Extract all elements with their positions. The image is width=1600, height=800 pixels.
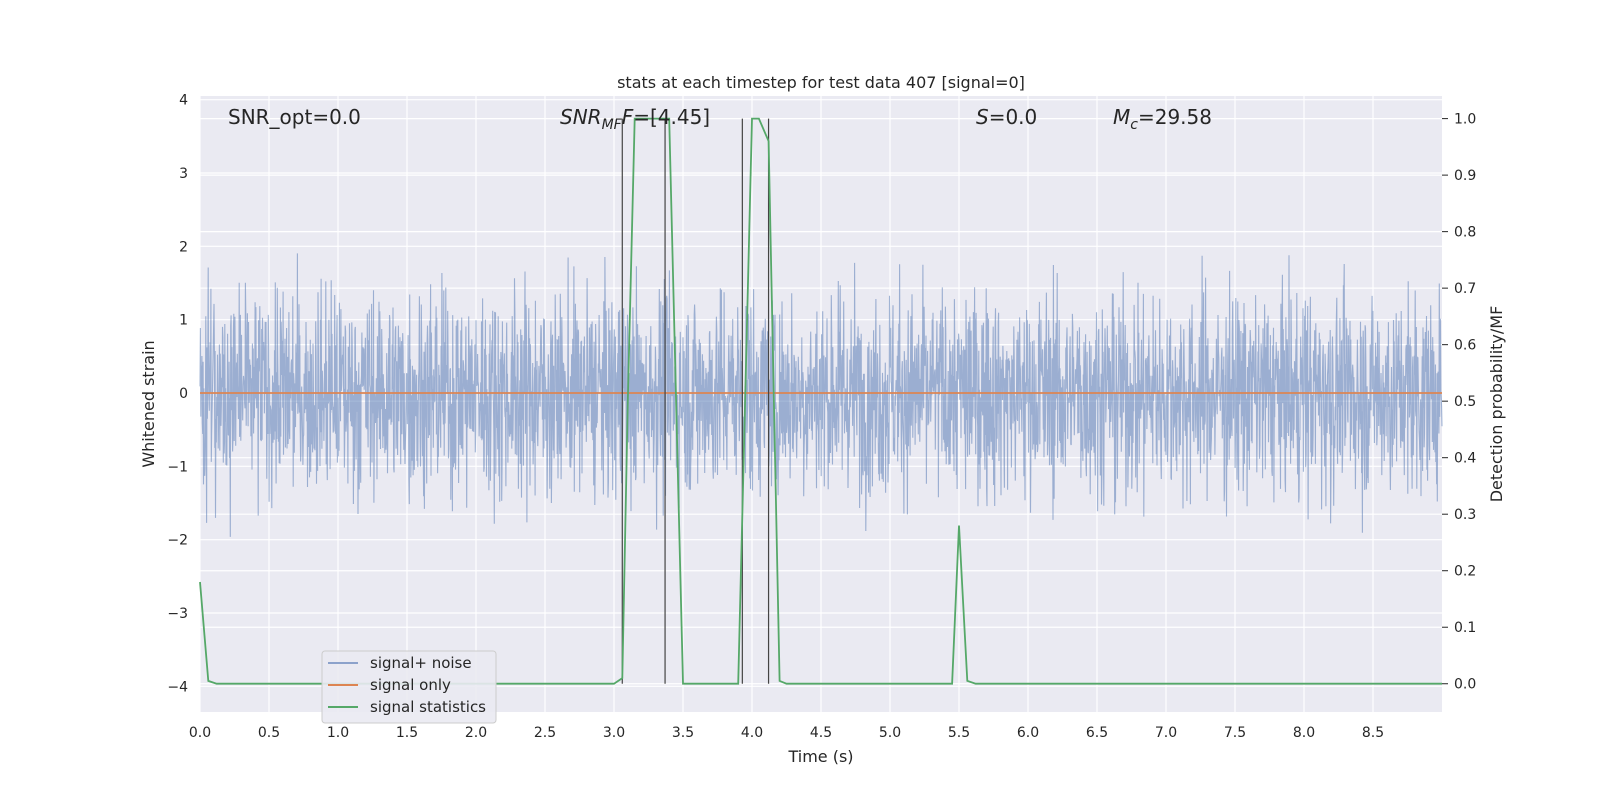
- y-left-tick-label-7: −3: [167, 606, 188, 622]
- series-signal-statistics: [199, 117, 1442, 685]
- x-tick-label-17: 8.5: [1362, 725, 1384, 741]
- x-tick-label-14: 7.0: [1155, 725, 1177, 741]
- x-tick-label-2: 1.0: [327, 725, 349, 741]
- x-tick-label-6: 3.0: [603, 725, 625, 741]
- y-right-tick-label-9: 0.1: [1454, 620, 1476, 636]
- y-left-tick-label-3: 1: [179, 313, 188, 329]
- x-tick-label-0: 0.0: [189, 725, 211, 741]
- x-tick-label-10: 5.0: [879, 725, 901, 741]
- y-right-tick-label-5: 0.5: [1454, 394, 1476, 410]
- annotation-snr-opt: SNR_opt=0.0: [228, 105, 361, 129]
- y-left-tick-label-1: 3: [179, 166, 188, 182]
- y-left-axis-label: Whitened strain: [139, 340, 158, 467]
- legend-box: [321, 650, 497, 724]
- y-right-axis-label: Detection probability/MF: [1487, 306, 1506, 503]
- x-tick-label-12: 6.0: [1017, 725, 1039, 741]
- y-right-tick-label-1: 0.9: [1454, 168, 1476, 184]
- x-tick-label-15: 7.5: [1224, 725, 1246, 741]
- x-axis-ticks: 0.0 0.5 1.0 1.5 2.0 2.5 3.0 3.5 4.0 4.5 5.0 5.5 6.0 6…: [189, 725, 1384, 741]
- y-left-tick-label-2: 2: [179, 239, 188, 255]
- y-right-tick-label-7: 0.3: [1454, 507, 1476, 523]
- y-right-tick-label-4: 0.6: [1454, 338, 1476, 354]
- y-left-tick-label-0: 4: [179, 93, 188, 109]
- y-right-axis-ticks: 1.0 0.9 0.8 0.7 0.6 0.5 0.4 0.3 0.2 0.1 0.0: [1442, 112, 1476, 693]
- legend-label-signal-statistics: signal statistics: [370, 698, 486, 716]
- y-right-tick-label-3: 0.7: [1454, 281, 1476, 297]
- vertical-markers: [621, 118, 770, 684]
- x-tick-label-1: 0.5: [258, 725, 280, 741]
- y-right-tick-label-0: 1.0: [1454, 112, 1476, 128]
- y-right-tick-label-8: 0.2: [1454, 564, 1476, 580]
- y-right-tick-label-6: 0.4: [1454, 451, 1476, 467]
- y-right-tick-label-10: 0.0: [1454, 677, 1476, 693]
- legend-label-signal-noise: signal+ noise: [370, 654, 472, 672]
- x-tick-label-9: 4.5: [810, 725, 832, 741]
- x-tick-label-3: 1.5: [396, 725, 418, 741]
- x-tick-label-8: 4.0: [741, 725, 763, 741]
- y-left-tick-label-6: −2: [167, 533, 188, 549]
- y-right-tick-label-2: 0.8: [1454, 225, 1476, 241]
- y-left-tick-label-5: −1: [167, 459, 188, 475]
- x-tick-label-16: 8.0: [1293, 725, 1315, 741]
- legend-label-signal-only: signal only: [370, 676, 451, 694]
- annotation-snr-mf: SNRMFF=[4.45]: [560, 105, 710, 133]
- x-tick-label-7: 3.5: [672, 725, 694, 741]
- annotation-mc: Mc=29.58: [1113, 105, 1212, 133]
- y-left-tick-label-4: 0: [179, 386, 188, 402]
- x-tick-label-4: 2.0: [465, 725, 487, 741]
- x-tick-label-13: 6.5: [1086, 725, 1108, 741]
- x-axis-label: Time (s): [787, 747, 853, 766]
- y-left-axis-ticks: 4 3 2 1 0 −1 −2 −3 −4: [167, 93, 188, 696]
- y-left-tick-label-8: −4: [167, 679, 188, 695]
- x-tick-label-5: 2.5: [534, 725, 556, 741]
- annotation-s: S=0.0: [976, 105, 1037, 129]
- x-tick-label-11: 5.5: [948, 725, 970, 741]
- chart-title: stats at each timestep for test data 407…: [617, 73, 1025, 92]
- noise-trace: [199, 253, 1443, 537]
- legend: signal+ noise signal only signal statist…: [321, 650, 497, 724]
- series-signal-noise: [199, 253, 1443, 537]
